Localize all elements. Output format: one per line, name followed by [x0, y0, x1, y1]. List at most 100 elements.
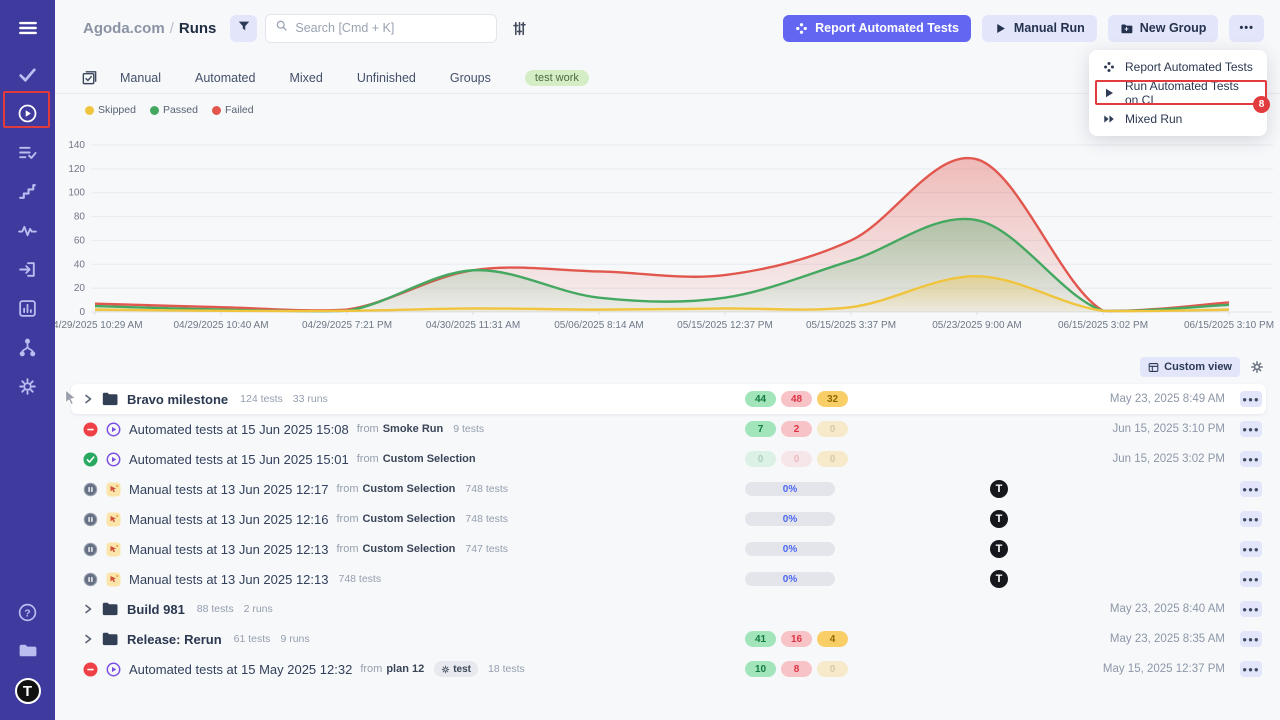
row-more-button[interactable]: ●●●: [1240, 481, 1262, 497]
ellipsis-icon: •••: [1239, 22, 1254, 34]
sidebar-help-icon[interactable]: ?: [17, 602, 38, 623]
run-title: Manual tests at 13 Jun 2025 12:13: [129, 571, 329, 587]
sidebar-item-runs[interactable]: [17, 103, 38, 124]
result-badges: 44 48 32: [745, 391, 848, 407]
row-more-button[interactable]: ●●●: [1240, 601, 1262, 617]
table-row[interactable]: Automated tests at 15 Jun 2025 15:08 from…: [71, 414, 1266, 444]
sidebar-item-branches[interactable]: [17, 337, 38, 358]
tab-automated[interactable]: Automated: [195, 70, 256, 85]
new-group-button[interactable]: New Group: [1107, 14, 1219, 42]
sidebar-item-import[interactable]: [17, 259, 38, 280]
tab-badge-test-work[interactable]: test work: [524, 69, 589, 86]
search-icon: [275, 19, 288, 37]
status-pending-icon: [83, 512, 98, 527]
search-input[interactable]: [295, 21, 488, 35]
row-more-button[interactable]: ●●●: [1240, 451, 1262, 467]
svg-text:06/15/2025 3:02 PM: 06/15/2025 3:02 PM: [1058, 320, 1148, 331]
more-actions-button[interactable]: •••: [1229, 14, 1264, 42]
run-tests-count: 748 tests: [338, 573, 382, 585]
sidebar-item-milestones[interactable]: [17, 181, 38, 202]
manual-run-button[interactable]: Manual Run: [981, 14, 1097, 42]
svg-text:05/23/2025 9:00 AM: 05/23/2025 9:00 AM: [932, 320, 1022, 331]
table-row[interactable]: Automated tests at 15 Jun 2025 15:01 from…: [71, 444, 1266, 474]
table-row[interactable]: Build 981 88 tests 2 runs May 23, 2025 8:40…: [71, 594, 1266, 624]
row-more-button[interactable]: ●●●: [1240, 541, 1262, 557]
table-row[interactable]: Manual tests at 13 Jun 2025 12:16 from Cus…: [71, 504, 1266, 534]
svg-text:04/29/2025 7:21 PM: 04/29/2025 7:21 PM: [302, 320, 392, 331]
hamburger-menu-icon[interactable]: [17, 17, 39, 39]
tab-mixed[interactable]: Mixed: [289, 70, 323, 85]
table-settings-gear-icon[interactable]: [1250, 360, 1264, 374]
table-row[interactable]: Automated tests at 15 May 2025 12:32 from…: [71, 654, 1266, 684]
expand-chevron-icon[interactable]: [83, 604, 93, 614]
legend-dot: [211, 105, 221, 115]
menu-item-report-automated-tests[interactable]: Report Automated Tests: [1089, 54, 1267, 80]
group-tests-count: 61 tests: [233, 633, 271, 645]
status-pending-icon: [83, 542, 98, 557]
status-failed-icon: [83, 422, 98, 437]
sidebar-item-analytics[interactable]: [17, 298, 38, 319]
row-more-button[interactable]: ●●●: [1240, 511, 1262, 527]
badge-yellow: 0: [817, 661, 848, 677]
group-runs-count: 33 runs: [292, 393, 328, 405]
run-title: Manual tests at 13 Jun 2025 12:17: [129, 481, 329, 497]
group-tests-count: 88 tests: [196, 603, 234, 615]
sidebar-item-tests[interactable]: [17, 64, 38, 85]
table-row[interactable]: Manual tests at 13 Jun 2025 12:13 748 tes…: [71, 564, 1266, 594]
row-more-button[interactable]: ●●●: [1240, 391, 1262, 407]
tab-manual[interactable]: Manual: [120, 70, 161, 85]
tab-groups[interactable]: Groups: [449, 70, 491, 85]
filter-button[interactable]: [230, 14, 258, 42]
menu-item-mixed-run[interactable]: Mixed Run: [1089, 106, 1267, 132]
sidebar-docs-icon[interactable]: [17, 640, 38, 661]
group-title: Release: Rerun: [127, 631, 222, 647]
table-row[interactable]: Manual tests at 13 Jun 2025 12:17 from Cus…: [71, 474, 1266, 504]
legend-item-failed[interactable]: Failed: [211, 104, 254, 116]
group-runs-count: 9 runs: [280, 633, 310, 645]
menu-item-run-automated-tests-on-ci[interactable]: Run Automated Tests on CI: [1089, 79, 1267, 107]
new-group-label: New Group: [1139, 21, 1207, 35]
checkbox-list-icon[interactable]: [81, 69, 98, 86]
automated-run-icon: [106, 452, 121, 467]
expand-chevron-icon[interactable]: [83, 394, 93, 404]
sidebar-item-settings[interactable]: [17, 376, 38, 397]
sidebar-item-activity[interactable]: [17, 220, 38, 241]
run-tag: test: [434, 661, 479, 677]
report-automated-tests-button[interactable]: Report Automated Tests: [783, 14, 971, 42]
svg-text:04/29/2025 10:29 AM: 04/29/2025 10:29 AM: [55, 320, 143, 331]
breadcrumb-project[interactable]: Agoda.com: [83, 19, 165, 37]
result-badges: 41 16 4: [745, 631, 848, 647]
expand-chevron-icon[interactable]: [83, 634, 93, 644]
assignee-avatar: T: [990, 480, 1008, 498]
badge-yellow: 4: [817, 631, 848, 647]
tab-unfinished[interactable]: Unfinished: [356, 70, 416, 85]
status-pending-icon: [83, 482, 98, 497]
run-date: May 15, 2025 12:37 PM: [1102, 663, 1225, 675]
row-more-button[interactable]: ●●●: [1240, 571, 1262, 587]
svg-text:?: ?: [24, 607, 30, 619]
table-row[interactable]: Release: Rerun 61 tests 9 runs 41 16 4 May 23,…: [71, 624, 1266, 654]
assignee-avatar: T: [990, 570, 1008, 588]
progress-bar: 0%: [745, 482, 835, 496]
report-automated-tests-label: Report Automated Tests: [815, 21, 959, 35]
legend-item-skipped[interactable]: Skipped: [85, 104, 136, 116]
progress-bar: 0%: [745, 542, 835, 556]
custom-view-button[interactable]: Custom view: [1140, 357, 1240, 377]
legend-item-passed[interactable]: Passed: [149, 104, 198, 116]
table-row[interactable]: Manual tests at 13 Jun 2025 12:13 from Cus…: [71, 534, 1266, 564]
actions-dropdown-menu: Report Automated Tests Run Automated Test…: [1089, 50, 1267, 136]
table-row[interactable]: Bravo milestone 124 tests 33 runs 44 48 32 May…: [71, 384, 1266, 414]
grid-icon: [1148, 362, 1159, 373]
manual-run-icon: [106, 542, 121, 557]
run-title: Automated tests at 15 May 2025 12:32: [129, 661, 353, 677]
app-logo[interactable]: T: [14, 678, 41, 704]
row-more-button[interactable]: ●●●: [1240, 661, 1262, 677]
sidebar-item-plans[interactable]: [17, 142, 38, 163]
menu-item-label: Run Automated Tests on CI: [1125, 79, 1239, 107]
svg-text:120: 120: [68, 164, 85, 175]
run-source: Smoke Run: [382, 423, 444, 435]
row-more-button[interactable]: ●●●: [1240, 631, 1262, 647]
adjustments-icon[interactable]: [511, 20, 528, 37]
row-more-button[interactable]: ●●●: [1240, 421, 1262, 437]
run-tests-count: 748 tests: [465, 483, 509, 495]
